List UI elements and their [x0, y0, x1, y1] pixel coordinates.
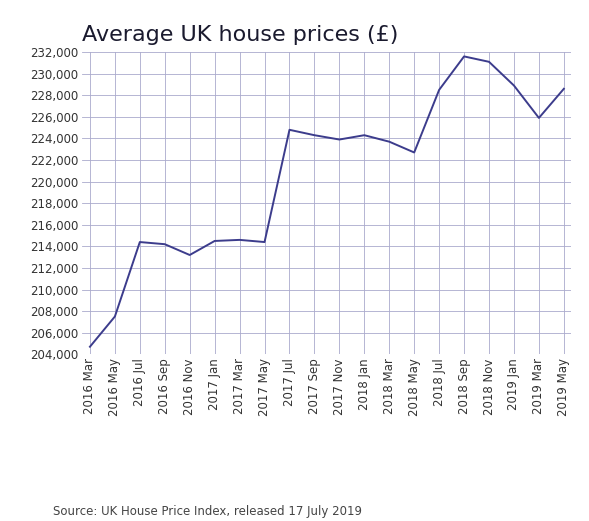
Text: Source: UK House Price Index, released 17 July 2019: Source: UK House Price Index, released 1… [53, 505, 362, 518]
Text: Average UK house prices (£): Average UK house prices (£) [82, 25, 399, 45]
